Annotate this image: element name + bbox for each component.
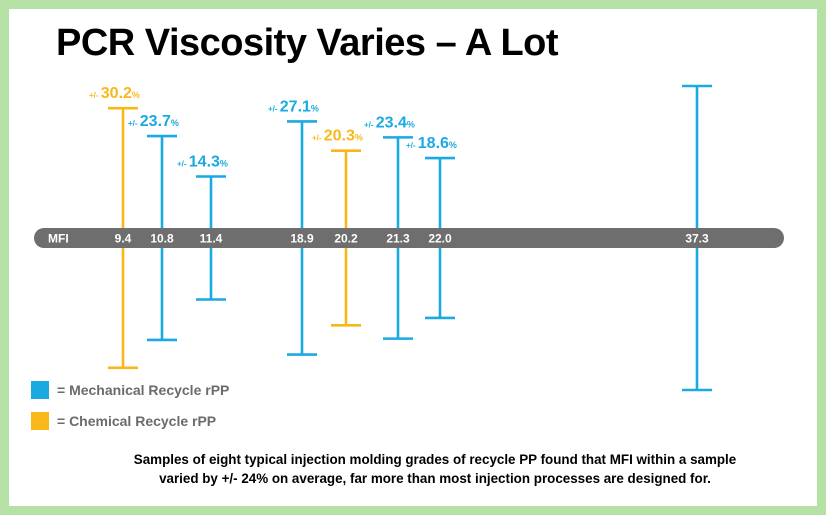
variation-unit: % — [311, 103, 319, 113]
error-bar-20.2 — [331, 149, 361, 327]
variation-prefix: +/- — [89, 91, 101, 100]
variation-prefix: +/- — [406, 141, 418, 150]
legend-label-chemical: = Chemical Recycle rPP — [57, 413, 217, 429]
variation-value: 14.3 — [189, 154, 220, 171]
mfi-tick-label: 21.3 — [386, 232, 410, 246]
mfi-tick-label: 37.3 — [685, 232, 709, 246]
mfi-axis-label: MFI — [48, 232, 69, 246]
variation-label: +/- 18.6% — [406, 135, 457, 152]
variation-prefix: +/- — [268, 104, 280, 113]
mfi-tick-label: 22.0 — [428, 232, 452, 246]
error-bar-22.0 — [425, 156, 455, 320]
mfi-tick-label: 20.2 — [334, 232, 358, 246]
chemical-swatch — [31, 412, 49, 430]
chart-caption: Samples of eight typical injection moldi… — [90, 450, 780, 488]
variation-prefix: +/- — [364, 120, 376, 129]
variation-unit: % — [355, 133, 363, 143]
variation-unit: % — [171, 118, 179, 128]
error-bar-10.8 — [147, 134, 177, 342]
legend-item-chemical: = Chemical Recycle rPP — [31, 412, 216, 430]
mfi-tick-labels-group: 9.4 10.8 11.4 18.9 20.2 21.3 22.0 37.3 — [115, 232, 709, 246]
variation-value: 27.1 — [280, 98, 311, 115]
variation-prefix: +/- — [128, 119, 140, 128]
variation-unit: % — [132, 90, 140, 100]
error-bar-37.3 — [682, 84, 712, 392]
variation-value: 18.6 — [418, 135, 449, 152]
error-bar-21.3 — [383, 136, 413, 340]
error-bar-18.9 — [287, 120, 317, 356]
error-bars-group — [108, 84, 712, 392]
variation-labels-group: +/- 30.2%+/- 23.7%+/- 14.3%+/- 27.1%+/- … — [89, 85, 457, 170]
variation-label: +/- 27.1% — [268, 98, 319, 115]
variation-value: 30.2 — [101, 85, 132, 102]
legend-label-mechanical: = Mechanical Recycle rPP — [57, 382, 230, 398]
variation-value: 20.3 — [324, 128, 355, 145]
caption-line-2: varied by +/- 24% on average, far more t… — [159, 471, 711, 486]
variation-unit: % — [220, 159, 228, 169]
variation-label: +/- 14.3% — [177, 154, 228, 171]
legend-item-mechanical: = Mechanical Recycle rPP — [31, 381, 229, 399]
variation-label: +/- 30.2% — [89, 85, 140, 102]
mfi-axis-band — [34, 228, 784, 248]
caption-line-1: Samples of eight typical injection moldi… — [133, 452, 737, 467]
variation-value: 23.7 — [140, 113, 171, 130]
variation-unit: % — [449, 140, 457, 150]
mfi-tick-label: 18.9 — [290, 232, 314, 246]
mfi-tick-label: 11.4 — [200, 232, 223, 246]
variation-label: +/- 23.4% — [364, 114, 415, 131]
variation-label: +/- 20.3% — [312, 128, 363, 145]
variation-prefix: +/- — [312, 134, 324, 143]
variation-label: +/- 23.7% — [128, 113, 179, 130]
variation-unit: % — [407, 119, 415, 129]
slide-title: PCR Viscosity Varies – A Lot — [56, 22, 559, 64]
mechanical-swatch — [31, 381, 49, 399]
mfi-tick-label: 10.8 — [150, 232, 174, 246]
variation-prefix: +/- — [177, 160, 189, 169]
error-bar-11.4 — [196, 175, 226, 301]
mfi-tick-label: 9.4 — [115, 232, 132, 246]
error-bar-9.4 — [108, 106, 138, 370]
variation-value: 23.4 — [376, 114, 407, 131]
